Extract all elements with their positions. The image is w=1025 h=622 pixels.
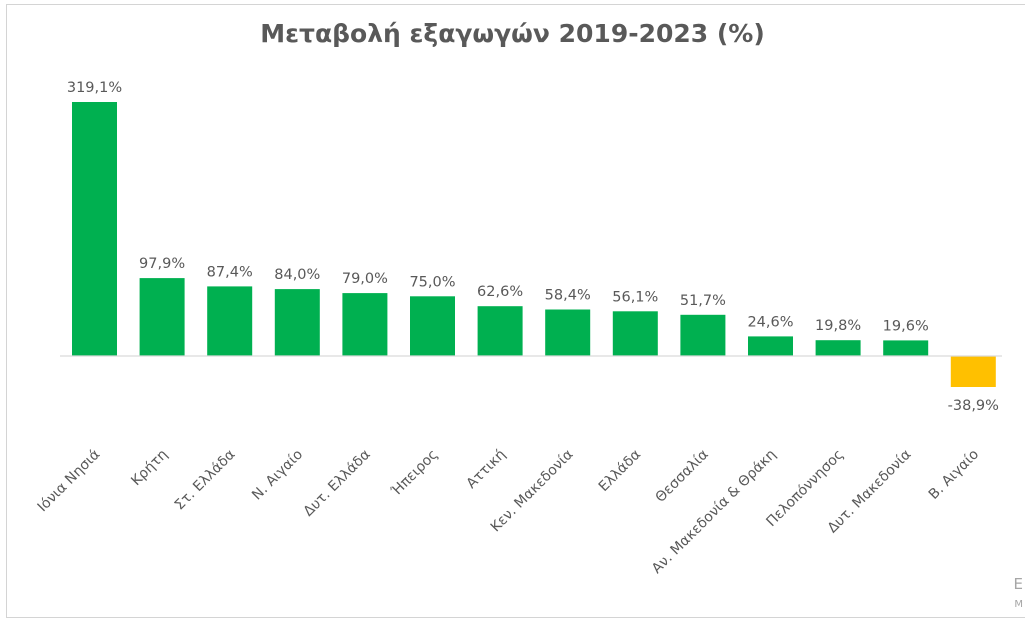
- bar: [815, 340, 861, 356]
- category-label: Δυτ. Ελλάδα: [301, 447, 374, 520]
- value-label: 79,0%: [342, 271, 388, 287]
- category-label: Ν. Αιγαίο: [249, 447, 306, 504]
- chart-frame: [6, 4, 1025, 618]
- bars-group: [72, 102, 996, 387]
- bar: [545, 309, 591, 356]
- bar: [950, 356, 996, 387]
- value-label: 19,8%: [815, 318, 861, 334]
- bar: [72, 102, 117, 356]
- corner-text-1: Ε: [1013, 575, 1023, 593]
- value-label: 56,1%: [612, 289, 658, 305]
- category-label: Ιόνια Νησιά: [35, 447, 104, 516]
- category-label: Αττική: [463, 447, 508, 492]
- value-label: 97,9%: [139, 256, 185, 272]
- category-label: Στ. Ελλάδα: [172, 447, 239, 514]
- corner-text-2: Μ: [1014, 599, 1023, 610]
- bar: [139, 278, 185, 356]
- bar: [612, 311, 658, 356]
- category-label: Κρήτη: [128, 447, 171, 490]
- category-label: Αν. Μακεδονία & Θράκη: [649, 447, 779, 577]
- value-label: 58,4%: [545, 288, 591, 304]
- value-label: -38,9%: [948, 398, 999, 414]
- chart-title: Μεταβολή εξαγωγών 2019-2023 (%): [260, 19, 765, 48]
- category-label: Ήπειρος: [388, 447, 441, 500]
- bar: [207, 286, 253, 356]
- bar: [410, 296, 455, 356]
- value-label: 87,4%: [207, 264, 253, 280]
- value-label: 319,1%: [67, 80, 122, 96]
- category-labels-group: Ιόνια Νησιά Κρήτη Στ. Ελλάδα Ν. ΑιγαίοΔυτ. …: [35, 447, 982, 577]
- value-label: 19,6%: [883, 318, 929, 334]
- value-label: 24,6%: [747, 314, 793, 330]
- bar: [274, 289, 320, 356]
- bar: [342, 293, 388, 356]
- category-label: Ελλάδα: [596, 447, 644, 495]
- value-label: 84,0%: [274, 267, 320, 283]
- bar: [748, 336, 793, 356]
- category-label: Θεσσαλία: [652, 447, 711, 506]
- value-label: 51,7%: [680, 293, 726, 309]
- value-label: 75,0%: [409, 274, 455, 290]
- value-labels-group: 319,1% 97,9% 87,4% 84,0% 79,0% 75,0% 62,6% 58,4…: [67, 80, 999, 414]
- category-label: Β. Αιγαίο: [926, 447, 982, 503]
- bar: [680, 314, 726, 356]
- bar: [477, 306, 523, 356]
- value-label: 62,6%: [477, 284, 523, 300]
- bar: [883, 340, 929, 356]
